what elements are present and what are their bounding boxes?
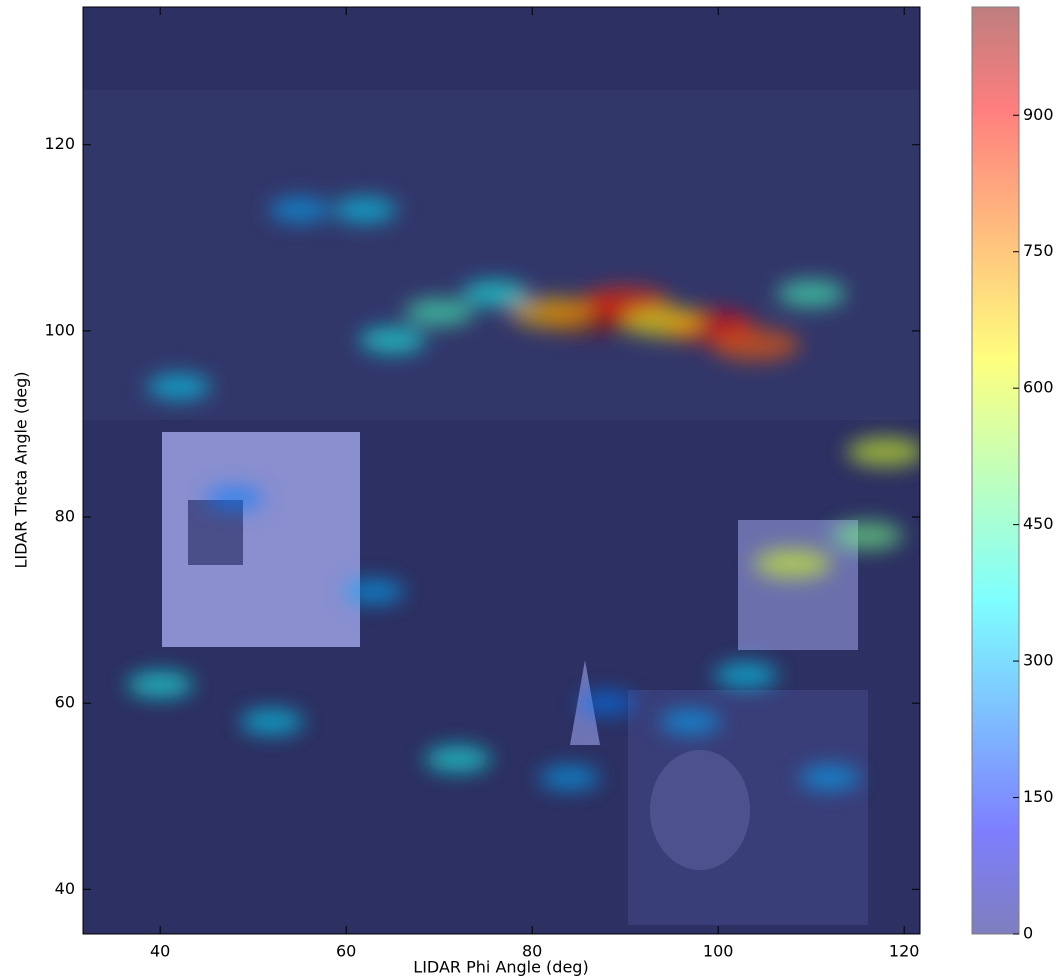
colorbar-tick-label: 600: [1023, 378, 1054, 397]
y-tick-label: 80: [55, 507, 75, 526]
heat-spot: [461, 280, 528, 307]
colorbar-tick-label: 0: [1023, 924, 1033, 943]
photo-background: [83, 7, 920, 934]
heat-spot: [509, 296, 593, 328]
y-tick-label: 40: [55, 879, 75, 898]
plot-frame: [82, 6, 921, 935]
x-tick-label: 40: [150, 942, 170, 961]
heat-spot: [711, 328, 800, 362]
heat-spot: [660, 709, 721, 735]
x-tick-label: 60: [336, 942, 356, 961]
heat-spot: [269, 197, 330, 223]
y-tick-label: 60: [55, 693, 75, 712]
x-tick-label: 120: [889, 942, 920, 961]
x-tick-label: 80: [522, 942, 542, 961]
heat-spot: [359, 327, 426, 354]
heat-spot: [622, 306, 703, 337]
y-axis-label: LIDAR Theta Angle (deg): [12, 372, 31, 569]
heat-spot: [714, 662, 778, 689]
colorbar-tick-label: 900: [1023, 105, 1054, 124]
heat-spot: [147, 373, 211, 400]
heat-spot: [831, 521, 903, 550]
heat-spot: [539, 765, 600, 790]
heat-layer: [127, 197, 920, 790]
colorbar: [971, 6, 1020, 935]
heat-spot: [333, 197, 397, 223]
colorbar-tick-label: 150: [1023, 787, 1054, 806]
y-tick-label: 100: [44, 320, 75, 339]
heat-spot: [577, 691, 636, 716]
heat-spot: [343, 579, 405, 604]
heat-spot: [127, 671, 194, 698]
heat-spot: [799, 765, 861, 790]
heat-spot: [847, 437, 920, 467]
heat-spot: [424, 745, 491, 773]
heat-spot: [240, 709, 304, 735]
heat-spot: [754, 548, 832, 579]
x-tick-label: 100: [703, 942, 734, 961]
x-axis-label: LIDAR Phi Angle (deg): [413, 958, 588, 977]
heat-spot: [776, 280, 846, 308]
heat-spot: [205, 486, 264, 511]
colorbar-tick-label: 450: [1023, 514, 1054, 533]
y-tick-label: 120: [44, 134, 75, 153]
colorbar-tick-label: 300: [1023, 651, 1054, 670]
heat-spot: [404, 298, 474, 326]
colorbar-tick-label: 750: [1023, 241, 1054, 260]
